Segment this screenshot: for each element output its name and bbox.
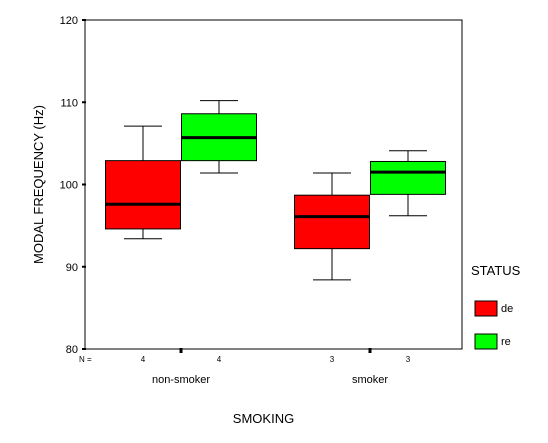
n-count: 3 [406,355,411,364]
category-label: non-smoker [152,374,210,386]
legend-label-de: de [501,303,513,315]
n-count: 4 [141,355,146,364]
legend-swatch-re [474,333,498,350]
n-label: N = [79,355,92,364]
legend-title: STATUS [471,263,521,278]
box-de-non-smoker [105,160,181,230]
x-axis-label: SMOKING [233,411,294,426]
y-tick-label: 90 [66,262,78,274]
n-count: 3 [330,355,335,364]
legend-swatch-de [474,300,498,317]
y-tick-label: 100 [60,180,78,192]
y-tick-label: 120 [60,15,78,27]
y-axis-label: MODAL FREQUENCY (Hz) [31,105,46,264]
n-count: 4 [217,355,222,364]
y-tick-label: 110 [60,97,78,109]
legend-label-re: re [501,336,511,348]
y-tick-label: 80 [66,344,78,356]
box-de-smoker [294,194,370,250]
category-label: smoker [352,374,388,386]
box-re-smoker [370,160,446,195]
